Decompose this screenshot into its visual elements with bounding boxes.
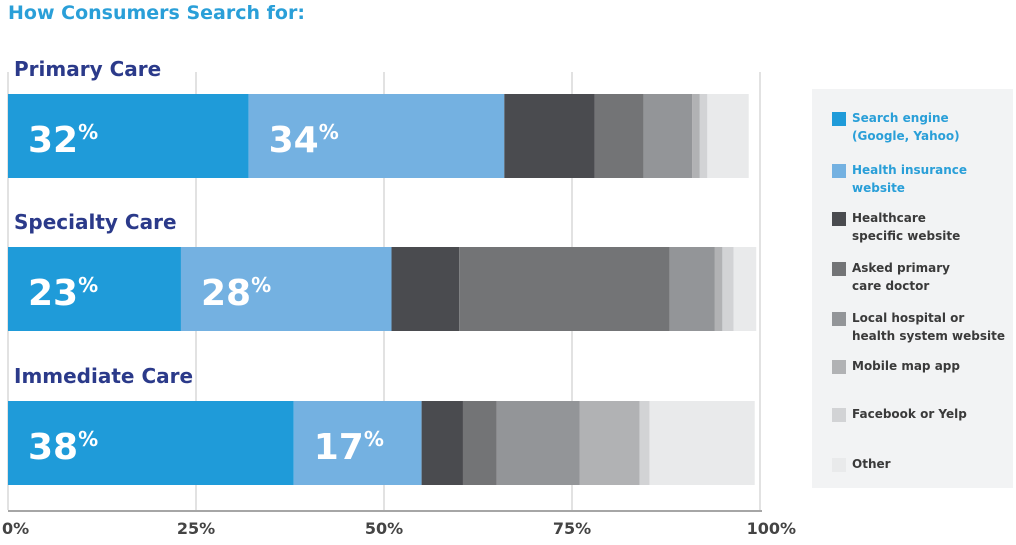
data-label-value: 38 — [28, 427, 78, 468]
legend-label: Asked primary care doctor — [852, 259, 1012, 295]
bar-segment — [699, 94, 708, 178]
legend-label: Search engine (Google, Yahoo) — [852, 109, 1012, 145]
legend-swatch — [832, 164, 846, 178]
data-label-value: 34 — [269, 120, 319, 161]
legend-swatch — [832, 360, 846, 374]
data-label-percent-sign: % — [78, 120, 98, 144]
bar-segment — [669, 247, 715, 331]
bar-segment — [180, 247, 392, 331]
legend-label-line: health system website — [852, 329, 1005, 343]
legend-item: Health insurance website — [832, 161, 1012, 197]
x-tick-label: 100% — [747, 519, 796, 538]
legend-label-line: Mobile map app — [852, 359, 960, 373]
legend-item: Facebook or Yelp — [832, 405, 1012, 423]
legend-label-line: specific website — [852, 229, 961, 243]
legend-swatch — [832, 262, 846, 276]
bar-segment — [722, 247, 734, 331]
data-label: 38% — [28, 427, 98, 468]
legend-label: Health insurance website — [852, 161, 1012, 197]
bar-segment — [639, 401, 650, 485]
category-label: Specialty Care — [14, 210, 177, 234]
legend-item: Healthcare specific website — [832, 209, 1012, 245]
bar-segment — [421, 401, 463, 485]
bar-segment — [579, 401, 640, 485]
legend-label-line: website — [852, 181, 905, 195]
data-label-percent-sign: % — [319, 120, 339, 144]
data-label: 34% — [269, 120, 339, 161]
x-tick-label: 75% — [553, 519, 591, 538]
legend-label: Healthcare specific website — [852, 209, 1012, 245]
legend-label: Other — [852, 455, 1012, 473]
x-axis: 0% 25% 50% 75% 100% — [2, 510, 796, 538]
category-labels: Primary Care Specialty Care Immediate Care — [14, 57, 193, 388]
bar-segment — [496, 401, 580, 485]
legend-label-line: care doctor — [852, 279, 930, 293]
x-tick-label: 25% — [177, 519, 215, 538]
category-label: Immediate Care — [14, 364, 193, 388]
legend-label-line: Health insurance — [852, 163, 968, 177]
legend-label-line: Facebook or Yelp — [852, 407, 967, 421]
legend-swatch — [832, 312, 846, 326]
x-tick-label: 0% — [2, 519, 29, 538]
bar-segment — [8, 94, 249, 178]
bar-segment — [391, 247, 460, 331]
bars — [8, 94, 757, 485]
bar-segment — [714, 247, 723, 331]
stacked-bar-chart: Primary Care Specialty Care Immediate Care… — [2, 57, 796, 538]
legend: Search engine (Google, Yahoo) Health insur… — [812, 89, 1013, 488]
bar-segment — [692, 94, 700, 178]
bar-segment — [293, 401, 422, 485]
bar-segment — [504, 94, 595, 178]
bar-segment — [8, 247, 181, 331]
category-label: Primary Care — [14, 57, 161, 81]
data-label: 28% — [201, 273, 271, 314]
legend-swatch — [832, 112, 846, 126]
legend-item: Asked primary care doctor — [832, 259, 1012, 295]
data-label-percent-sign: % — [251, 273, 271, 297]
x-tick-label: 50% — [365, 519, 403, 538]
bar-segment — [649, 401, 755, 485]
bar-segment — [8, 401, 294, 485]
legend-swatch — [832, 408, 846, 422]
data-label: 17% — [314, 427, 384, 468]
legend-label: Facebook or Yelp — [852, 405, 1012, 423]
legend-label-line: Other — [852, 457, 891, 471]
data-label-value: 23 — [28, 273, 78, 314]
data-label-percent-sign: % — [78, 273, 98, 297]
legend-label: Mobile map app — [852, 357, 1012, 375]
legend-swatch — [832, 458, 846, 472]
bar-segment — [733, 247, 757, 331]
data-labels: 32% 34%23% 28%38% 17% — [28, 120, 384, 468]
legend-label-line: (Google, Yahoo) — [852, 129, 960, 143]
legend-label-line: Healthcare — [852, 211, 926, 225]
data-label-percent-sign: % — [78, 427, 98, 451]
legend-item: Local hospital or health system website — [832, 309, 1012, 345]
legend-item: Mobile map app — [832, 357, 1012, 375]
data-label-percent-sign: % — [364, 427, 384, 451]
legend-item: Other — [832, 455, 1012, 473]
data-label-value: 17 — [314, 427, 364, 468]
bar-segment — [248, 94, 505, 178]
data-label-value: 28 — [201, 273, 251, 314]
legend-label: Local hospital or health system website — [852, 309, 1012, 345]
legend-item: Search engine (Google, Yahoo) — [832, 109, 1012, 145]
legend-label-line: Asked primary — [852, 261, 950, 275]
legend-label-line: Search engine — [852, 111, 949, 125]
bar-segment — [459, 247, 670, 331]
chart-title: How Consumers Search for: — [8, 2, 305, 24]
data-label-value: 32 — [28, 120, 78, 161]
data-label: 32% — [28, 120, 98, 161]
legend-swatch — [832, 212, 846, 226]
bar-segment — [643, 94, 693, 178]
bar-segment — [707, 94, 749, 178]
bar-segment — [594, 94, 644, 178]
data-label: 23% — [28, 273, 98, 314]
legend-label-line: Local hospital or — [852, 311, 965, 325]
bar-segment — [462, 401, 497, 485]
